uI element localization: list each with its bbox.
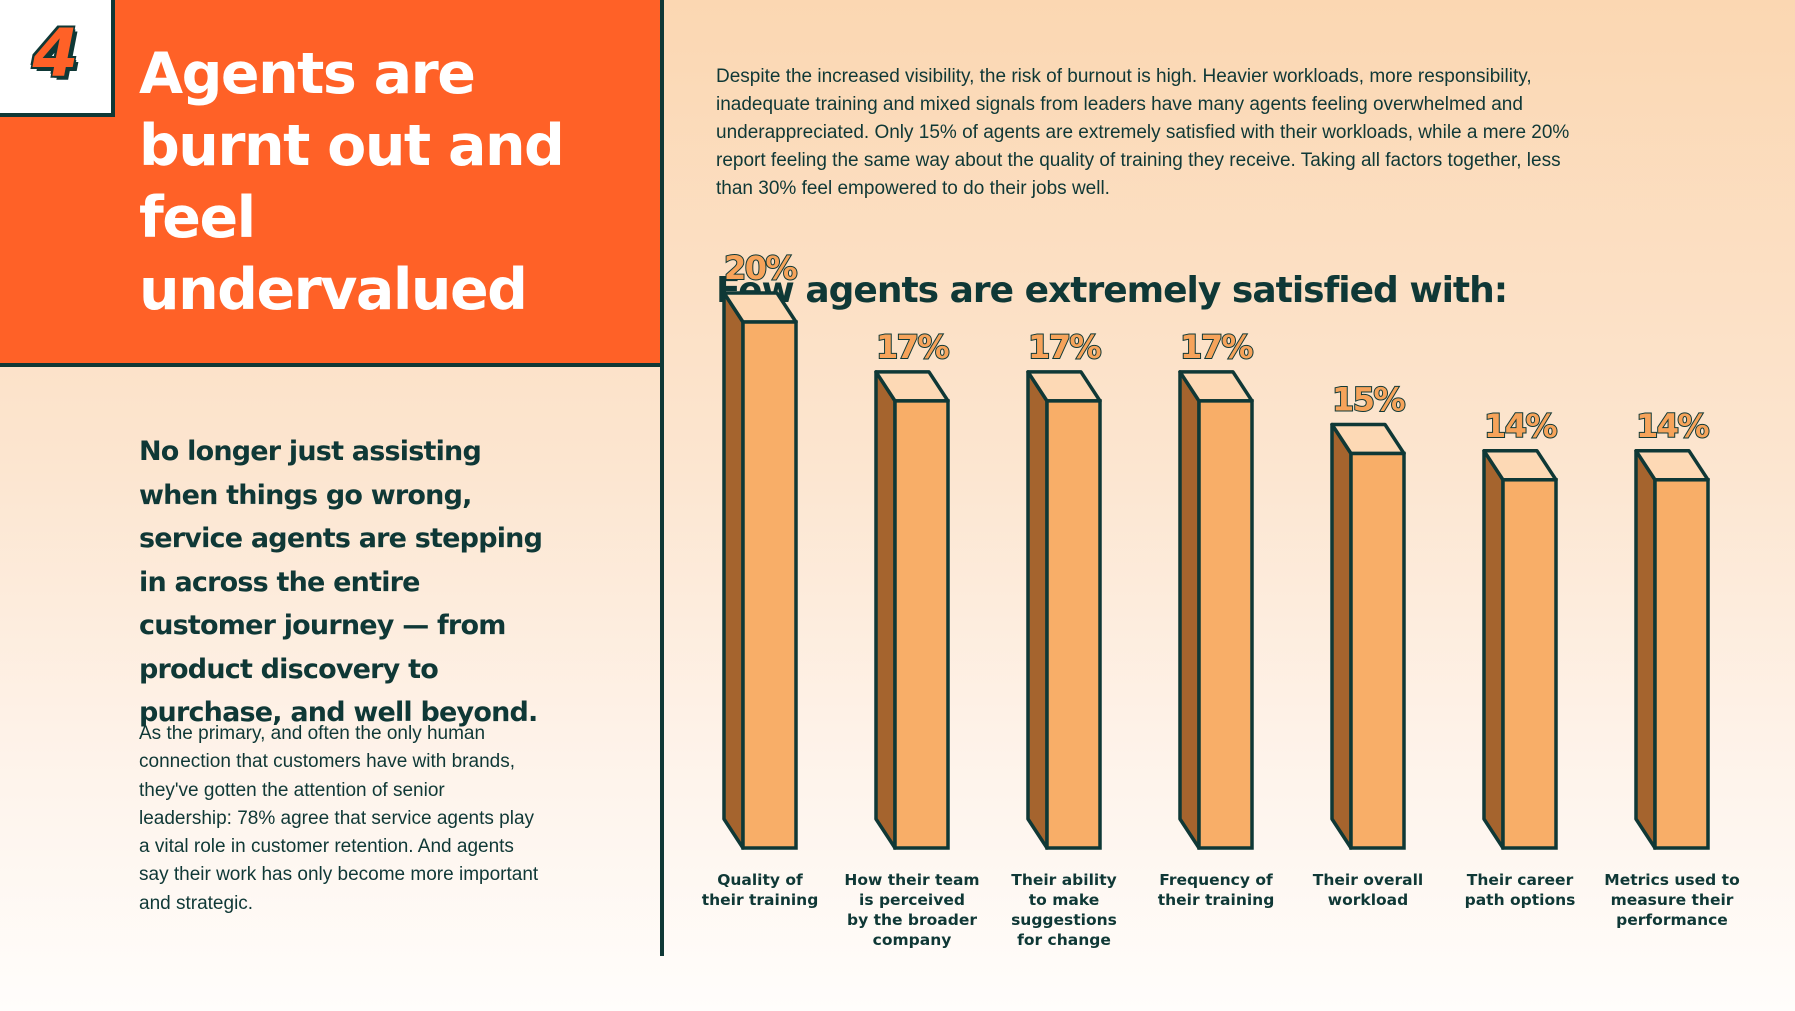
category-label-line: company	[873, 931, 952, 949]
category-label-4: Frequency of their training	[1158, 871, 1275, 909]
category-label-line: by the broader	[847, 911, 977, 929]
category-label-3: Their ability to make suggestions for chang…	[1011, 871, 1117, 949]
chart-title: Few agents are extremely satisfied with:	[716, 270, 1508, 311]
category-label-line: their training	[702, 891, 819, 909]
subheading: No longer just assisting when things go …	[139, 436, 543, 728]
category-label-line: workload	[1328, 891, 1408, 909]
bar-side-2	[874, 370, 897, 850]
bar-3	[1045, 399, 1102, 850]
bar-7	[1653, 478, 1710, 850]
category-label-line: Quality of	[717, 871, 803, 889]
category-label-line: their training	[1158, 891, 1275, 909]
value-label-7: 14%	[1636, 407, 1710, 445]
vertical-divider	[660, 363, 664, 956]
category-label-line: Metrics used to	[1604, 871, 1739, 889]
bar-side-1	[722, 291, 745, 850]
category-label-line: Frequency of	[1159, 871, 1273, 889]
category-label-line: suggestions	[1011, 911, 1117, 929]
intro-paragraph: Despite the increased visibility, the ri…	[716, 66, 1570, 199]
bar-side-6	[1482, 449, 1505, 850]
bar-side-5	[1330, 422, 1353, 850]
section-number-badge: 4	[0, 0, 115, 117]
category-label-line: Their overall	[1313, 871, 1423, 889]
value-label-2: 17%	[876, 328, 950, 366]
value-label-4: 17%	[1180, 328, 1254, 366]
category-label-7: Metrics used to measure their performance	[1604, 871, 1739, 929]
bar-side-4	[1178, 370, 1201, 850]
bar-side-3	[1026, 370, 1049, 850]
category-label-2: How their team is perceived by the broader…	[844, 871, 979, 949]
bar-1	[741, 320, 798, 850]
category-label-line: to make	[1029, 891, 1099, 909]
category-label-line: is perceived	[859, 891, 965, 909]
value-label-3: 17%	[1028, 328, 1102, 366]
bar-2	[893, 399, 950, 850]
category-label-1: Quality of their training	[702, 871, 819, 909]
category-label-6: Their career path options	[1465, 871, 1576, 909]
category-label-line: path options	[1465, 891, 1576, 909]
category-label-line: How their team	[844, 871, 979, 889]
body-text-left: As the primary, and often the only human…	[139, 723, 539, 914]
section-number: 4	[32, 15, 79, 92]
category-label-line: for change	[1017, 931, 1111, 949]
category-label-line: Their career	[1467, 871, 1574, 889]
bar-5	[1349, 451, 1406, 850]
page-title: Agents are burnt out and feel undervalue…	[139, 41, 565, 323]
value-label-5: 15%	[1332, 381, 1406, 419]
bar-6	[1501, 478, 1558, 850]
category-label-line: Their ability	[1011, 871, 1116, 889]
category-label-line: measure their	[1611, 891, 1734, 909]
bar-4	[1197, 399, 1254, 850]
value-label-6: 14%	[1484, 407, 1558, 445]
category-label-5: Their overall workload	[1313, 871, 1423, 909]
category-label-line: performance	[1616, 911, 1728, 929]
value-label-1: 20%	[724, 249, 798, 287]
bar-side-7	[1634, 449, 1657, 850]
